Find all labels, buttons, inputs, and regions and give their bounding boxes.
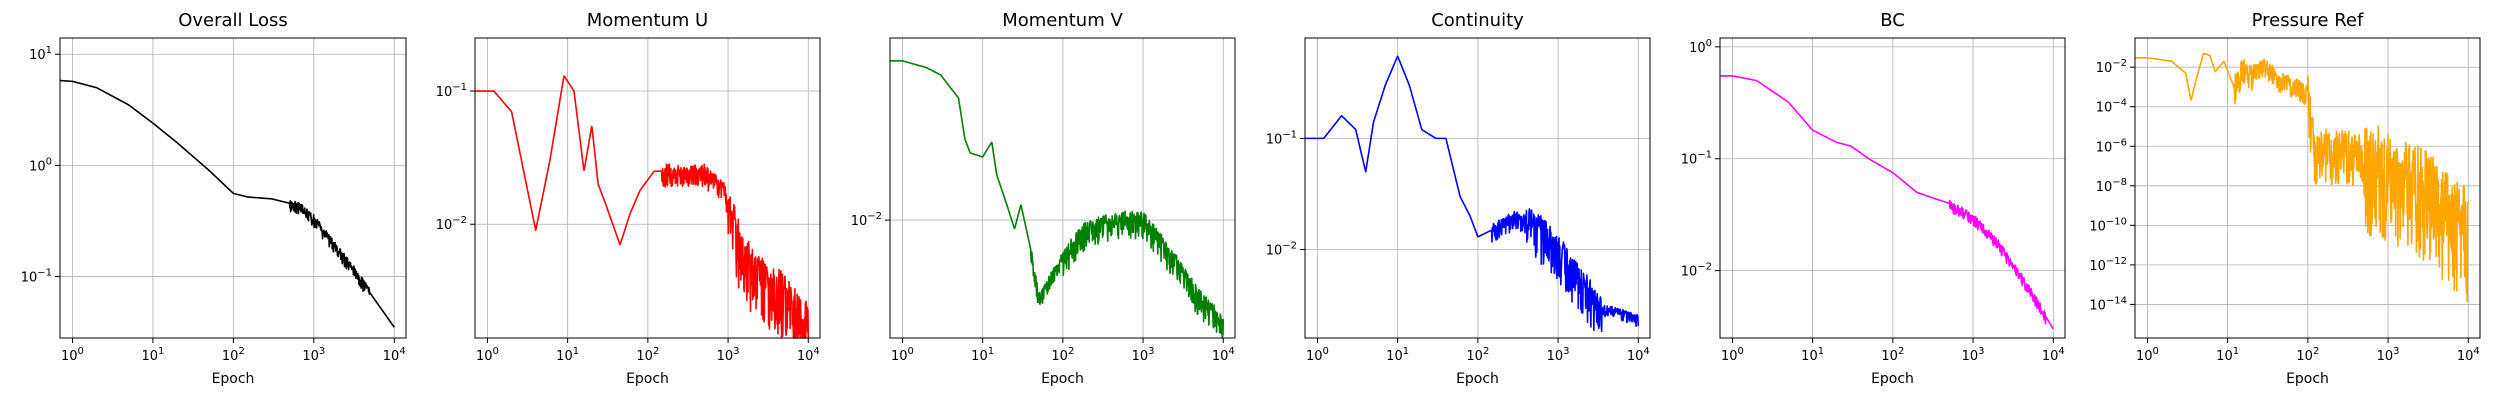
y-tick-label: 10−10 <box>2089 216 2127 234</box>
x-tick-label: 101 <box>141 346 164 364</box>
x-tick-label: 102 <box>636 346 659 364</box>
x-axis-label: Epoch <box>1041 371 1084 387</box>
x-tick-label: 104 <box>797 346 820 364</box>
x-tick-label: 100 <box>61 346 84 364</box>
y-tick-label: 10−2 <box>2096 58 2127 76</box>
chart-title: Overall Loss <box>178 10 288 31</box>
chart-title: Pressure Ref <box>2252 10 2364 31</box>
x-tick-label: 103 <box>717 346 740 364</box>
x-tick-label: 100 <box>476 346 499 364</box>
chart-title: Momentum U <box>587 10 708 31</box>
y-tick-label: 10−8 <box>2096 177 2127 195</box>
y-tick-label: 10−12 <box>2089 256 2127 274</box>
y-tick-label: 10−6 <box>2096 137 2127 155</box>
series-line <box>1304 55 1640 333</box>
x-axis-label: Epoch <box>2286 371 2329 387</box>
x-tick-label: 104 <box>2457 346 2480 364</box>
series-line <box>59 79 395 328</box>
y-tick-label: 100 <box>1689 38 1712 56</box>
x-tick-label: 102 <box>1051 346 1074 364</box>
x-tick-label: 103 <box>302 346 325 364</box>
x-tick-label: 101 <box>1386 346 1409 364</box>
subplot-5: 100 101 102 103 104 10−2 10−1 100 BC Epoch <box>1681 10 2066 387</box>
chart-title: Continuity <box>1431 10 1524 31</box>
x-tick-label: 104 <box>1627 346 1650 364</box>
x-tick-label: 102 <box>2296 346 2319 364</box>
y-tick-label: 10−2 <box>436 215 467 233</box>
x-tick-label: 103 <box>1547 346 1570 364</box>
x-tick-label: 102 <box>222 346 245 364</box>
x-axis-label: Epoch <box>212 371 255 387</box>
series-line <box>1719 75 2054 330</box>
x-tick-label: 103 <box>1962 346 1985 364</box>
series-line <box>889 60 1225 339</box>
x-tick-label: 102 <box>1466 346 1489 364</box>
x-tick-label: 101 <box>1801 346 1824 364</box>
x-tick-label: 103 <box>2377 346 2400 364</box>
y-tick-label: 10−1 <box>21 268 52 286</box>
x-tick-label: 100 <box>2136 346 2159 364</box>
x-axis-label: Epoch <box>626 371 669 387</box>
series-line <box>474 75 810 339</box>
x-tick-label: 104 <box>1212 346 1235 364</box>
y-tick-label: 10−1 <box>436 82 467 100</box>
x-tick-label: 101 <box>971 346 994 364</box>
y-tick-label: 10−2 <box>1266 241 1297 259</box>
y-tick-label: 10−2 <box>1681 262 1712 280</box>
x-tick-label: 100 <box>1721 346 1744 364</box>
series-line <box>2134 52 2470 303</box>
x-tick-label: 103 <box>1132 346 1155 364</box>
x-tick-label: 104 <box>383 346 406 364</box>
subplot-6: 100 101 102 103 104 10−14 10−12 10−10 10−8 10−6 10… <box>2089 10 2481 387</box>
y-tick-label: 10−1 <box>1681 150 1712 168</box>
y-tick-label: 101 <box>29 45 52 63</box>
x-tick-label: 100 <box>891 346 914 364</box>
x-axis-label: Epoch <box>1871 371 1914 387</box>
chart-title: Momentum V <box>1002 10 1123 31</box>
y-tick-label: 10−1 <box>1266 129 1297 147</box>
x-axis-label: Epoch <box>1456 371 1499 387</box>
x-tick-label: 104 <box>2042 346 2065 364</box>
x-tick-label: 102 <box>1881 346 1904 364</box>
x-tick-label: 101 <box>2216 346 2239 364</box>
y-tick-label: 10−4 <box>2096 98 2127 116</box>
subplot-3: 100 101 102 103 104 10−2 Momentum V Epoch <box>851 10 1236 387</box>
subplot-4: 100 101 102 103 104 10−2 10−1 Continuity Epoch <box>1266 10 1651 387</box>
y-tick-label: 10−14 <box>2089 295 2127 313</box>
y-tick-label: 10−2 <box>851 211 882 229</box>
chart-title: BC <box>1880 10 1905 31</box>
x-tick-label: 100 <box>1306 346 1329 364</box>
subplot-2: 100 101 102 103 104 10−2 10−1 Momentum U Epoch <box>436 10 821 387</box>
x-tick-label: 101 <box>556 346 579 364</box>
subplot-1: 100 101 102 103 104 10−1 100 101 Overall Loss Epo… <box>21 10 407 387</box>
y-tick-label: 100 <box>29 156 52 174</box>
